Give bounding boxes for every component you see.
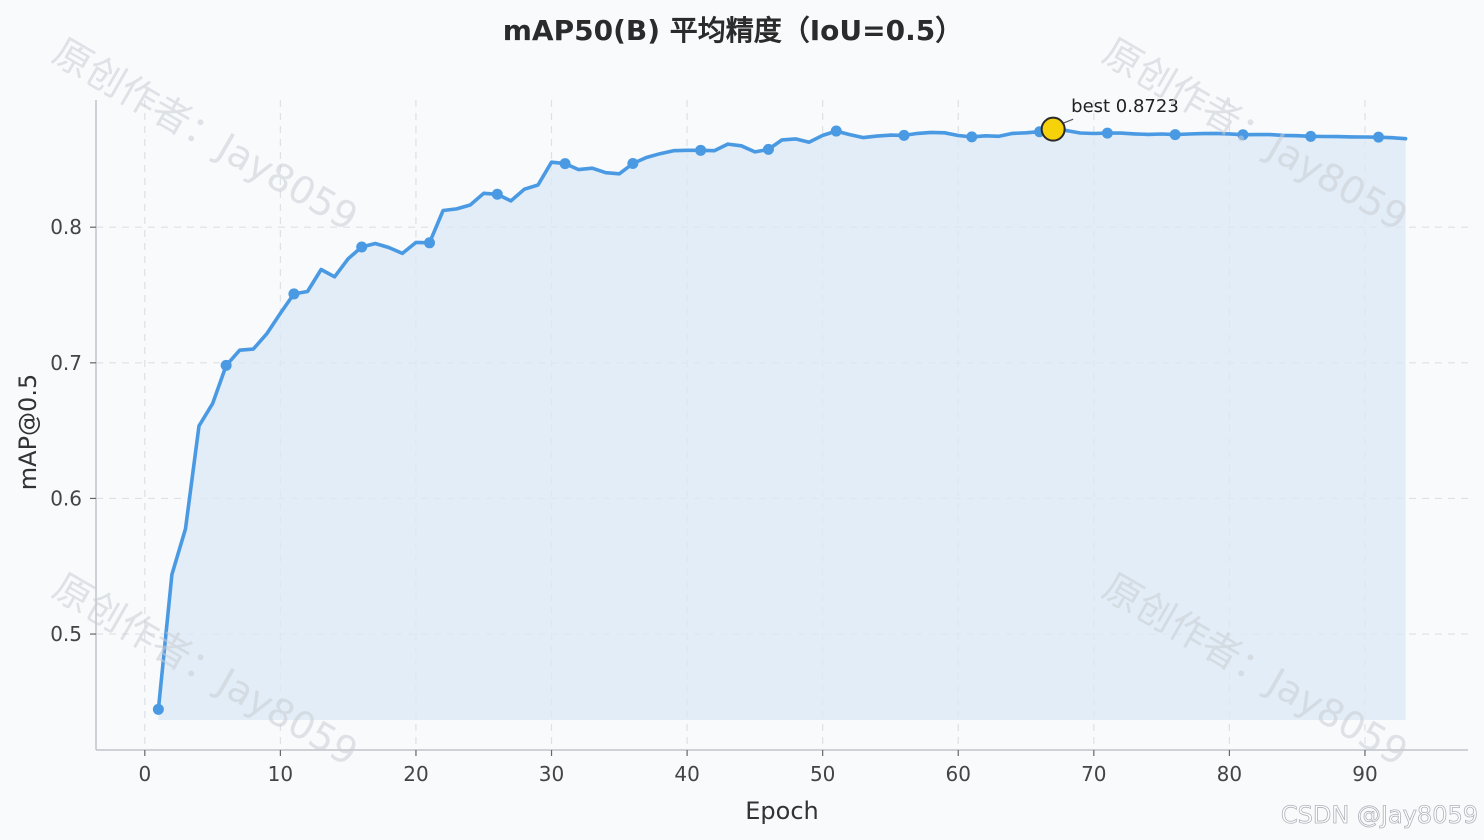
fill-layer — [158, 129, 1406, 720]
series-marker — [1237, 129, 1249, 141]
x-tick-label: 50 — [810, 762, 835, 786]
series-marker — [356, 241, 368, 253]
series-marker — [830, 125, 842, 137]
x-tick-label: 60 — [946, 762, 971, 786]
best-point-marker — [1040, 116, 1066, 142]
series-marker — [1305, 130, 1317, 142]
series-marker — [1101, 127, 1113, 139]
series-marker — [627, 157, 639, 169]
ticks-layer: 0 10 20 30 40 50 60 70 80 90 0.5 0.6 0.7 0.8 — [50, 215, 1378, 786]
x-axis-label: Epoch — [745, 797, 819, 825]
x-tick-label: 90 — [1352, 762, 1377, 786]
series-marker — [695, 144, 707, 156]
watermark-text: 原创作者：Jay8059 — [46, 30, 366, 240]
axes-layer — [95, 100, 1468, 751]
y-axis-label: mAP@0.5 — [14, 374, 42, 490]
series-marker — [1373, 131, 1385, 143]
x-tick-label: 30 — [539, 762, 564, 786]
x-tick-label: 10 — [268, 762, 293, 786]
series-marker — [762, 143, 774, 155]
y-tick-label: 0.6 — [50, 486, 82, 510]
series-marker — [288, 288, 300, 300]
series-marker — [966, 131, 978, 143]
series-marker — [152, 703, 164, 715]
series-marker — [424, 237, 436, 249]
best-annotation-label: best 0.8723 — [1071, 96, 1179, 117]
series-marker — [559, 158, 571, 170]
y-tick-label: 0.8 — [50, 215, 82, 239]
best-arrow — [1062, 118, 1074, 124]
series-marker — [491, 188, 503, 200]
y-tick-label: 0.7 — [50, 351, 82, 375]
series-marker — [1169, 129, 1181, 141]
x-tick-label: 80 — [1217, 762, 1242, 786]
area-fill — [158, 129, 1406, 720]
series-layer — [152, 125, 1408, 715]
series-marker — [898, 129, 910, 141]
x-tick-label: 40 — [674, 762, 699, 786]
x-tick-label: 70 — [1081, 762, 1106, 786]
x-tick-label: 20 — [403, 762, 428, 786]
y-tick-label: 0.5 — [50, 622, 82, 646]
csdn-credit: CSDN @Jay8059 — [1281, 801, 1478, 829]
chart-title: mAP50(B) 平均精度（IoU=0.5） — [503, 14, 963, 47]
x-tick-label: 0 — [138, 762, 151, 786]
series-marker — [220, 359, 232, 371]
annotation-layer: best 0.8723 — [1040, 96, 1179, 142]
